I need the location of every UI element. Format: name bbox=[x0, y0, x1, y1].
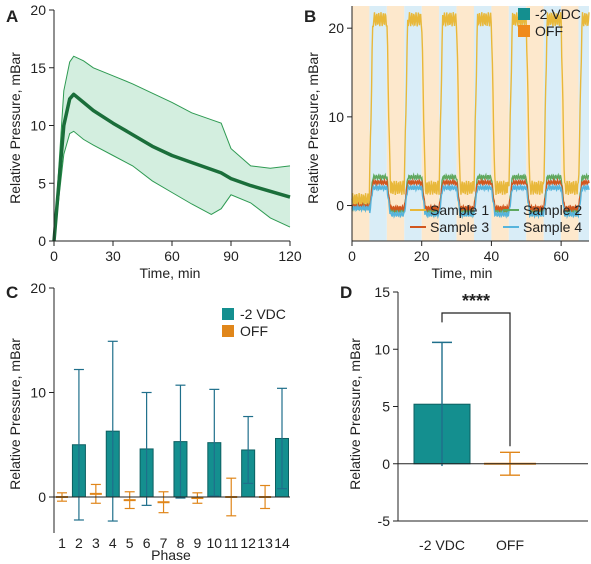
panel-c-xtick-label: 7 bbox=[160, 535, 168, 551]
panel-c-xtick-label: 13 bbox=[257, 535, 273, 551]
panel-b-ytick-label: 20 bbox=[328, 20, 344, 36]
panel-c-legend-swatch bbox=[222, 325, 234, 337]
panel-b-series-legend-label: Sample 1 bbox=[430, 202, 489, 218]
panel-d-xtick-label: -2 VDC bbox=[419, 537, 465, 553]
panel-b-ytick-label: 10 bbox=[328, 109, 344, 125]
panel-c-xtick-label: 3 bbox=[92, 535, 100, 551]
panel-b-on-band bbox=[578, 6, 589, 241]
panel-b-series-legend-label: Sample 4 bbox=[523, 219, 582, 235]
panel-a-lower-line bbox=[53, 130, 291, 242]
panel-a-plot: 0 5 10 15 20 0 30 60 90 120 bbox=[30, 2, 301, 264]
panel-d-ytick-label: 0 bbox=[382, 456, 390, 472]
panel-c-ytick-label: 20 bbox=[30, 280, 46, 296]
panel-b-series-line bbox=[351, 11, 590, 208]
panel-a-xtick-label: 30 bbox=[105, 248, 121, 264]
panel-b-off-band bbox=[456, 6, 474, 241]
panel-c-letter: C bbox=[6, 283, 18, 302]
panel-a-xtick-label: 120 bbox=[278, 248, 302, 264]
panel-b-ytick-label: 0 bbox=[336, 198, 344, 214]
panel-a-sd-band bbox=[54, 56, 290, 242]
panel-d-significance-stars: **** bbox=[462, 291, 490, 311]
panel-d-xtick-label: OFF bbox=[496, 537, 524, 553]
panel-b-series-line bbox=[351, 177, 590, 213]
panel-b-phase-legend-swatch bbox=[518, 25, 530, 37]
panel-d-ytick-label: 15 bbox=[374, 284, 390, 300]
panel-a-ytick-label: 10 bbox=[30, 118, 46, 134]
panel-b-xtick-label: 0 bbox=[348, 248, 356, 264]
panel-b-xtick-label: 20 bbox=[414, 248, 430, 264]
panel-c-xtick-label: 14 bbox=[274, 535, 290, 551]
panel-b-xtick-label: 40 bbox=[484, 248, 500, 264]
panel-c-xtick-label: 2 bbox=[75, 535, 83, 551]
panel-d-significance-bracket bbox=[441, 312, 511, 447]
panel-c-xtick-label: 1 bbox=[58, 535, 66, 551]
panel-c-xtick-label: 11 bbox=[224, 535, 239, 551]
panel-a-ylabel: Relative Pressure, mBar bbox=[7, 52, 23, 204]
panel-b-xlabel: Time, min bbox=[432, 265, 493, 281]
panel-c-legend-swatch bbox=[222, 308, 234, 320]
panel-a-ytick-label: 5 bbox=[38, 175, 46, 191]
panel-a-xlabel: Time, min bbox=[140, 265, 201, 281]
panel-a-xtick-label: 0 bbox=[50, 248, 58, 264]
panel-c-legend-label: OFF bbox=[240, 323, 268, 339]
panel-b-phase-legend-label: -2 VDC bbox=[535, 6, 581, 22]
panel-c-xtick-label: 8 bbox=[177, 535, 185, 551]
panel-a-ytick-label: 20 bbox=[30, 2, 46, 18]
panel-a-xtick-label: 60 bbox=[164, 248, 180, 264]
panel-c-xtick-label: 4 bbox=[109, 535, 117, 551]
panel-c-xtick-label: 9 bbox=[193, 535, 201, 551]
panel-a-upper-line bbox=[53, 55, 291, 242]
panel-c-xtick-label: 10 bbox=[207, 535, 223, 551]
panel-c-legend-label: -2 VDC bbox=[240, 306, 286, 322]
panel-d-ytick-label: 10 bbox=[374, 341, 390, 357]
panel-b-off-band bbox=[352, 6, 370, 241]
panel-d-ytick-label: -5 bbox=[378, 513, 391, 529]
panel-d: D -5 0 5 10 15 -2 VDC OFF **** Relative Pressur… bbox=[340, 283, 588, 553]
panel-c-ytick-label: 0 bbox=[38, 489, 46, 505]
panel-b-series-legend-label: Sample 3 bbox=[430, 219, 489, 235]
panel-c-ylabel: Relative Pressure, mBar bbox=[7, 338, 23, 490]
panel-a-ytick-label: 0 bbox=[38, 233, 46, 249]
panel-c-xtick-label: 6 bbox=[143, 535, 151, 551]
panel-b-letter: B bbox=[304, 7, 316, 26]
panel-b-xtick-label: 60 bbox=[553, 248, 569, 264]
panel-b-series-legend-label: Sample 2 bbox=[523, 202, 582, 218]
panel-c-xlabel: Phase bbox=[151, 547, 191, 563]
panel-d-ytick-label: 5 bbox=[382, 399, 390, 415]
panel-b-series-line bbox=[351, 182, 590, 220]
panel-c-xtick-label: 12 bbox=[240, 535, 256, 551]
panel-d-letter: D bbox=[340, 283, 352, 302]
panel-d-plot: -5 0 5 10 15 -2 VDC OFF **** bbox=[374, 284, 588, 553]
panel-a-letter: A bbox=[6, 7, 18, 26]
panel-b-off-band bbox=[421, 6, 440, 241]
panel-c-xtick-label: 5 bbox=[126, 535, 134, 551]
panel-a-ytick-label: 15 bbox=[30, 60, 46, 76]
panel-b-phase-legend-swatch bbox=[518, 8, 530, 20]
panel-b-phase-legend-label: OFF bbox=[535, 23, 563, 39]
panel-a-mean-line bbox=[52, 92, 291, 242]
panel-c-ytick-label: 10 bbox=[30, 385, 46, 401]
panel-b-ylabel: Relative Pressure, mBar bbox=[305, 52, 321, 204]
panel-a-xtick-label: 90 bbox=[223, 248, 239, 264]
panel-a: A 0 5 10 15 20 0 30 60 90 120 Time, min Relative … bbox=[6, 2, 302, 281]
panel-d-ylabel: Relative Pressure, mBar bbox=[347, 338, 363, 490]
